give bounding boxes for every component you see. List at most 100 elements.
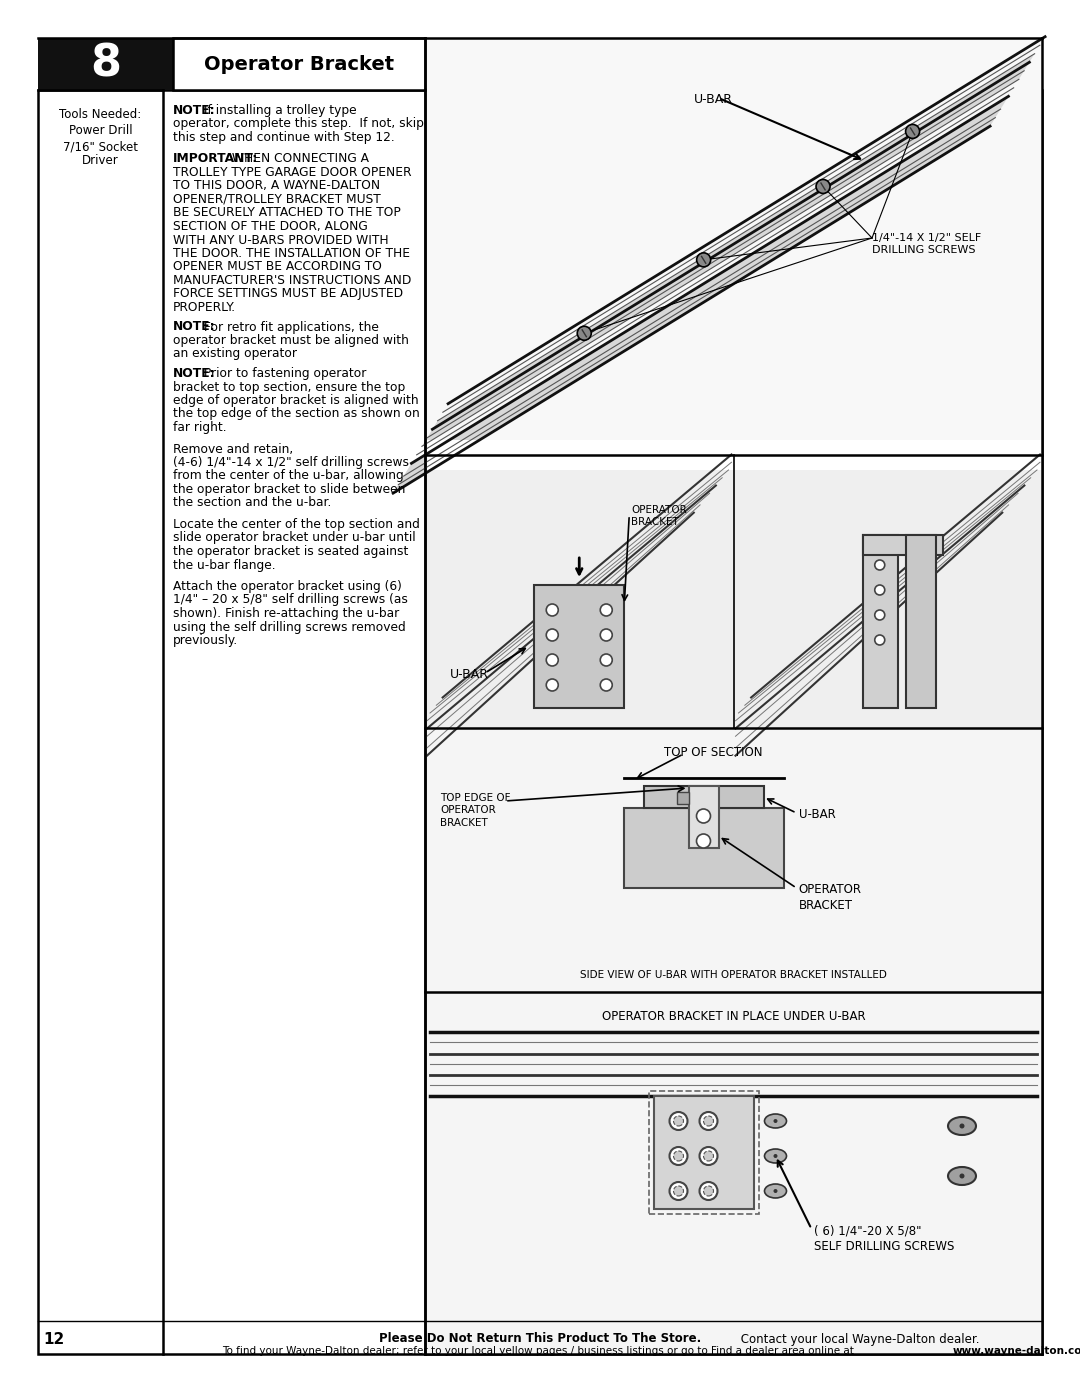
- Bar: [689, 787, 718, 848]
- Circle shape: [546, 654, 558, 666]
- Circle shape: [875, 585, 885, 595]
- Text: www.wayne-dalton.com: www.wayne-dalton.com: [953, 1345, 1080, 1356]
- Circle shape: [670, 1112, 688, 1130]
- Circle shape: [670, 1147, 688, 1165]
- Circle shape: [697, 809, 711, 823]
- Circle shape: [674, 1186, 684, 1196]
- Ellipse shape: [765, 1185, 786, 1199]
- Circle shape: [697, 834, 711, 848]
- Text: IMPORTANT:: IMPORTANT:: [173, 152, 258, 165]
- Text: TROLLEY TYPE GARAGE DOOR OPENER: TROLLEY TYPE GARAGE DOOR OPENER: [173, 166, 411, 179]
- Bar: [863, 535, 897, 708]
- Circle shape: [700, 1182, 717, 1200]
- Bar: [173, 38, 426, 89]
- Circle shape: [703, 1116, 714, 1126]
- Text: Please Do Not Return This Product To The Store.: Please Do Not Return This Product To The…: [379, 1333, 701, 1345]
- Text: TOP EDGE OF
OPERATOR
BRACKET: TOP EDGE OF OPERATOR BRACKET: [440, 793, 511, 828]
- Circle shape: [600, 604, 612, 616]
- Text: For retro fit applications, the: For retro fit applications, the: [200, 320, 379, 334]
- Text: 12: 12: [43, 1331, 64, 1347]
- Text: OPENER MUST BE ACCORDING TO: OPENER MUST BE ACCORDING TO: [173, 260, 382, 274]
- Text: PROPERLY.: PROPERLY.: [173, 300, 237, 314]
- Circle shape: [600, 654, 612, 666]
- Circle shape: [816, 179, 831, 193]
- Bar: [426, 440, 733, 469]
- Text: WHEN CONNECTING A: WHEN CONNECTING A: [228, 152, 368, 165]
- Text: 1/4"-14 X 1/2" SELF
DRILLING SCREWS: 1/4"-14 X 1/2" SELF DRILLING SCREWS: [872, 233, 982, 256]
- Text: U-BAR: U-BAR: [450, 668, 489, 680]
- Text: Tools Needed:: Tools Needed:: [59, 108, 141, 122]
- Bar: [733, 440, 1042, 469]
- Circle shape: [697, 253, 711, 267]
- Circle shape: [875, 610, 885, 620]
- Bar: [623, 807, 783, 888]
- Text: the section and the u-bar.: the section and the u-bar.: [173, 496, 332, 510]
- Text: FORCE SETTINGS MUST BE ADJUSTED: FORCE SETTINGS MUST BE ADJUSTED: [173, 288, 403, 300]
- Bar: [653, 1097, 754, 1208]
- Text: Locate the center of the top section and: Locate the center of the top section and: [173, 518, 420, 531]
- Text: edge of operator bracket is aligned with: edge of operator bracket is aligned with: [173, 394, 419, 407]
- Ellipse shape: [765, 1113, 786, 1127]
- Text: this step and continue with Step 12.: this step and continue with Step 12.: [173, 131, 395, 144]
- Text: 1/4" – 20 x 5/8" self drilling screws (as: 1/4" – 20 x 5/8" self drilling screws (a…: [173, 594, 408, 606]
- Text: 7/16" Socket: 7/16" Socket: [63, 140, 138, 154]
- Text: the top edge of the section as shown on: the top edge of the section as shown on: [173, 408, 420, 420]
- Bar: [426, 455, 1042, 728]
- Circle shape: [700, 1147, 717, 1165]
- Text: NOTE:: NOTE:: [173, 320, 216, 334]
- Circle shape: [674, 1116, 684, 1126]
- Text: If installing a trolley type: If installing a trolley type: [200, 103, 356, 117]
- Text: WITH ANY U-BARS PROVIDED WITH: WITH ANY U-BARS PROVIDED WITH: [173, 233, 389, 246]
- Text: the u-bar flange.: the u-bar flange.: [173, 559, 275, 571]
- Text: U-BAR: U-BAR: [798, 807, 835, 821]
- Text: using the self drilling screws removed: using the self drilling screws removed: [173, 620, 406, 633]
- Text: Operator Bracket: Operator Bracket: [204, 54, 394, 74]
- Circle shape: [703, 1186, 714, 1196]
- Text: ( 6) 1/4"-20 X 5/8"
SELF DRILLING SCREWS: ( 6) 1/4"-20 X 5/8" SELF DRILLING SCREWS: [813, 1224, 954, 1253]
- Circle shape: [600, 679, 612, 692]
- Text: far right.: far right.: [173, 420, 227, 434]
- Text: from the center of the u-bar, allowing: from the center of the u-bar, allowing: [173, 469, 404, 482]
- Bar: [863, 535, 943, 555]
- Text: BE SECURELY ATTACHED TO THE TOP: BE SECURELY ATTACHED TO THE TOP: [173, 207, 401, 219]
- Circle shape: [959, 1173, 964, 1179]
- Circle shape: [546, 629, 558, 641]
- Text: OPERATOR BRACKET IN PLACE UNDER U-BAR: OPERATOR BRACKET IN PLACE UNDER U-BAR: [602, 1010, 865, 1023]
- Circle shape: [875, 560, 885, 570]
- Circle shape: [773, 1119, 778, 1123]
- Circle shape: [600, 629, 612, 641]
- Text: MANUFACTURER'S INSTRUCTIONS AND: MANUFACTURER'S INSTRUCTIONS AND: [173, 274, 411, 286]
- Circle shape: [875, 636, 885, 645]
- Bar: [535, 585, 624, 708]
- Text: the operator bracket to slide between: the operator bracket to slide between: [173, 483, 405, 496]
- Text: OPENER/TROLLEY BRACKET MUST: OPENER/TROLLEY BRACKET MUST: [173, 193, 381, 205]
- Text: shown). Finish re-attaching the u-bar: shown). Finish re-attaching the u-bar: [173, 608, 400, 620]
- Polygon shape: [393, 96, 1009, 493]
- Text: previously.: previously.: [173, 634, 239, 647]
- Circle shape: [906, 124, 919, 138]
- Circle shape: [773, 1154, 778, 1158]
- Circle shape: [674, 1151, 684, 1161]
- Circle shape: [700, 1112, 717, 1130]
- Text: U-BAR: U-BAR: [693, 94, 732, 106]
- Circle shape: [773, 1189, 778, 1193]
- Ellipse shape: [948, 1166, 976, 1185]
- Circle shape: [670, 1182, 688, 1200]
- Text: (4-6) 1/4"-14 x 1/2" self drilling screws: (4-6) 1/4"-14 x 1/2" self drilling screw…: [173, 455, 409, 469]
- Circle shape: [959, 1123, 964, 1129]
- Bar: [906, 535, 935, 708]
- Text: an existing operator: an existing operator: [173, 348, 297, 360]
- Text: THE DOOR. THE INSTALLATION OF THE: THE DOOR. THE INSTALLATION OF THE: [173, 247, 410, 260]
- Text: 8: 8: [90, 42, 121, 85]
- Polygon shape: [422, 53, 1035, 446]
- Text: the operator bracket is seated against: the operator bracket is seated against: [173, 545, 408, 557]
- Text: slide operator bracket under u-bar until: slide operator bracket under u-bar until: [173, 531, 416, 545]
- Text: NOTE:: NOTE:: [173, 103, 216, 117]
- Text: operator, complete this step.  If not, skip: operator, complete this step. If not, sk…: [173, 117, 423, 130]
- Text: Remove and retain,: Remove and retain,: [173, 443, 294, 455]
- Text: bracket to top section, ensure the top: bracket to top section, ensure the top: [173, 380, 405, 394]
- Bar: [38, 38, 173, 89]
- Circle shape: [546, 604, 558, 616]
- Bar: [426, 728, 1042, 992]
- Circle shape: [546, 679, 558, 692]
